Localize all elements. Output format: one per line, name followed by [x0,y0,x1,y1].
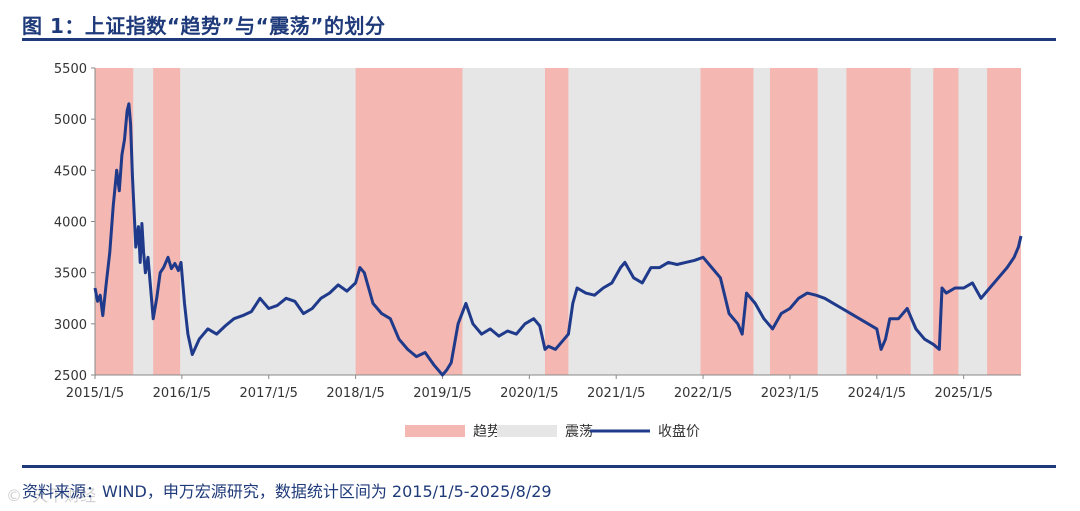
trend-band-9 [987,68,1021,375]
trend-bands [95,68,1021,375]
source-note: 资料来源：WIND，申万宏源研究，数据统计区间为 2015/1/5-2025/8… [22,482,552,501]
trend-band-6 [769,68,818,375]
figure-title: 图 1：上证指数“趋势”与“震荡”的划分 [22,14,386,38]
x-tick-label: 2015/1/5 [66,386,124,401]
y-tick-label: 3000 [54,318,87,333]
x-tick-label: 2024/1/5 [848,386,906,401]
x-tick-label: 2016/1/5 [153,386,211,401]
trend-band-7 [846,68,911,375]
legend-label-close: 收盘价 [658,423,700,440]
y-tick-label: 5000 [54,113,87,128]
legend-label-range: 震荡 [565,424,593,440]
legend-label-trend: 趋势 [473,424,501,440]
trend-band-5 [700,68,754,375]
x-tick-label: 2020/1/5 [500,386,558,401]
trend-band-8 [933,68,959,375]
title-rule [22,38,1056,41]
footer-rule [22,465,1056,468]
y-axis: 2500 3000 3500 4000 4500 5000 5500 [54,62,96,384]
x-tick-label: 2025/1/5 [934,386,992,401]
x-tick-label: 2022/1/5 [674,386,732,401]
trend-band-3 [355,68,463,375]
watermark: © 天下财经 [6,486,97,505]
x-tick-label: 2019/1/5 [413,386,471,401]
y-tick-label: 2500 [54,369,87,384]
legend-swatch-trend [405,425,465,437]
close-price-series [93,102,1023,377]
x-tick-label: 2018/1/5 [326,386,384,401]
y-tick-label: 4500 [54,164,87,179]
trend-band-4 [544,68,569,375]
legend: 趋势 震荡 收盘价 [405,423,700,440]
x-tick-label: 2021/1/5 [587,386,645,401]
legend-swatch-range [497,425,557,437]
y-tick-label: 5500 [54,62,87,77]
y-tick-label: 3500 [54,267,87,282]
x-axis: 2015/1/5 2016/1/5 2017/1/5 2018/1/5 2019/1/5… [66,374,1021,401]
x-tick-label: 2023/1/5 [761,386,819,401]
y-tick-label: 4000 [54,216,87,231]
trend-band-2 [153,68,181,375]
x-tick-label: 2017/1/5 [240,386,298,401]
